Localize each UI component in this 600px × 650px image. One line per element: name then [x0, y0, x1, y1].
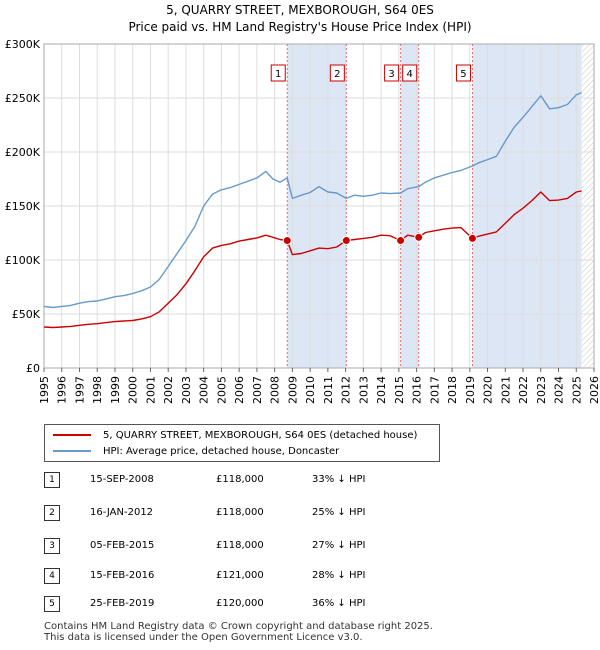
x-tick-label: 2019: [464, 376, 477, 404]
x-tick-label: 2008: [269, 376, 282, 404]
sale-number-badge: 1: [44, 472, 60, 488]
x-tick-label: 2016: [411, 376, 424, 404]
x-tick-label: 2001: [144, 376, 157, 404]
x-tick-label: 1997: [73, 376, 86, 404]
x-tick-label: 2014: [375, 376, 388, 404]
x-tick-label: 2006: [233, 376, 246, 404]
x-tick-label: 1998: [91, 376, 104, 404]
x-tick-label: 2000: [127, 376, 140, 404]
x-tick-label: 2010: [304, 376, 317, 404]
x-tick-label: 2020: [482, 376, 495, 404]
sale-hpi-delta: 33% ↓ HPI: [312, 474, 366, 485]
sale-number-badge: 4: [44, 568, 60, 584]
x-tick-label: 2025: [570, 376, 583, 404]
x-tick-label: 2022: [517, 376, 530, 404]
sale-point: [341, 236, 351, 246]
hpi-line: [43, 91, 582, 309]
price-chart: 1 2 3 4 5 £0 £50K £100K £150K £200K £250K £300K 1995…: [5, 38, 600, 404]
sale-marker-label: 5: [460, 69, 466, 80]
sale-price: £118,000: [216, 474, 264, 485]
y-tick-label: £50K: [12, 308, 41, 321]
sale-row: 1 15-SEP-2008 £118,000 33% ↓ HPI: [44, 472, 444, 488]
sale-marker-label: 4: [407, 69, 413, 80]
x-tick-label: 2009: [286, 376, 299, 404]
sale-hpi-delta: 25% ↓ HPI: [312, 507, 366, 518]
y-tick-label: £300K: [5, 38, 41, 51]
x-tick-label: 2018: [446, 376, 459, 404]
x-tick-label: 2021: [499, 376, 512, 404]
sale-marker-label: 1: [275, 69, 281, 80]
sale-price: £120,000: [216, 598, 264, 609]
footer-licence: This data is licensed under the Open Gov…: [44, 632, 363, 643]
sale-date: 16-JAN-2012: [90, 507, 154, 518]
legend: 5, QUARRY STREET, MEXBOROUGH, S64 0ES (d…: [44, 424, 440, 462]
sale-row: 2 16-JAN-2012 £118,000 25% ↓ HPI: [44, 505, 444, 521]
y-tick-label: £250K: [5, 92, 41, 105]
sale-marker-label: 2: [334, 69, 340, 80]
sale-price: £118,000: [216, 507, 264, 518]
sale-date: 25-FEB-2019: [90, 598, 155, 609]
sale-number-badge: 3: [44, 538, 60, 554]
x-tick-label: 1996: [56, 376, 69, 404]
x-tick-label: 2015: [393, 376, 406, 404]
sale-point: [467, 233, 477, 243]
sale-row: 5 25-FEB-2019 £120,000 36% ↓ HPI: [44, 596, 444, 612]
sale-price: £118,000: [216, 540, 264, 551]
legend-swatch-property: [53, 434, 91, 436]
y-tick-label: £0: [26, 362, 40, 375]
y-tick-label: £100K: [5, 254, 41, 267]
x-tick-label: 1999: [109, 376, 122, 404]
sale-row: 4 15-FEB-2016 £121,000 28% ↓ HPI: [44, 568, 444, 584]
x-tick-label: 2011: [322, 376, 335, 404]
sale-date: 15-SEP-2008: [90, 474, 154, 485]
sale-marker-box: [402, 64, 418, 82]
chart-subtitle: Price paid vs. HM Land Registry's House …: [128, 20, 472, 34]
legend-item-property: 5, QUARRY STREET, MEXBOROUGH, S64 0ES (d…: [53, 427, 417, 443]
legend-label-property: 5, QUARRY STREET, MEXBOROUGH, S64 0ES (d…: [103, 429, 418, 441]
x-tick-label: 2024: [553, 376, 566, 404]
sale-row: 3 05-FEB-2015 £118,000 27% ↓ HPI: [44, 538, 444, 554]
x-tick-label: 2003: [180, 376, 193, 404]
x-tick-label: 2005: [215, 376, 228, 404]
sale-number-badge: 2: [44, 505, 60, 521]
sale-point: [282, 236, 292, 246]
sale-marker-label: 3: [388, 69, 394, 80]
sale-marker-box: [384, 64, 400, 82]
x-tick-label: 2023: [535, 376, 548, 404]
sale-hpi-delta: 27% ↓ HPI: [312, 540, 366, 551]
sale-number-badge: 5: [44, 596, 60, 612]
sale-marker-box: [329, 64, 345, 82]
x-tick-label: 2004: [198, 376, 211, 404]
y-tick-label: £150K: [5, 200, 41, 213]
legend-label-hpi: HPI: Average price, detached house, Donc…: [103, 445, 340, 457]
property-price-line: [43, 190, 582, 329]
sale-date: 05-FEB-2015: [90, 540, 155, 551]
sale-point: [396, 236, 406, 246]
y-tick-label: £200K: [5, 146, 41, 159]
legend-swatch-hpi: [53, 450, 91, 452]
sale-marker-box: [270, 64, 286, 82]
footer-copyright: Contains HM Land Registry data © Crown c…: [44, 621, 433, 632]
x-tick-label: 2013: [357, 376, 370, 404]
footer: Contains HM Land Registry data © Crown c…: [44, 621, 433, 643]
chart-title: 5, QUARRY STREET, MEXBOROUGH, S64 0ES: [166, 3, 434, 17]
x-tick-label: 2002: [162, 376, 175, 404]
sale-hpi-delta: 28% ↓ HPI: [312, 570, 366, 581]
plot-border: [43, 43, 595, 369]
x-tick-label: 2026: [588, 376, 600, 404]
x-tick-label: 2012: [340, 376, 353, 404]
legend-item-hpi: HPI: Average price, detached house, Donc…: [53, 443, 339, 459]
sale-point: [414, 232, 424, 242]
sale-price: £121,000: [216, 570, 264, 581]
x-tick-label: 2007: [251, 376, 264, 404]
sale-date: 15-FEB-2016: [90, 570, 155, 581]
sale-marker-box: [455, 64, 471, 82]
x-tick-label: 1995: [38, 376, 51, 404]
sale-hpi-delta: 36% ↓ HPI: [312, 598, 366, 609]
x-tick-label: 2017: [428, 376, 441, 404]
